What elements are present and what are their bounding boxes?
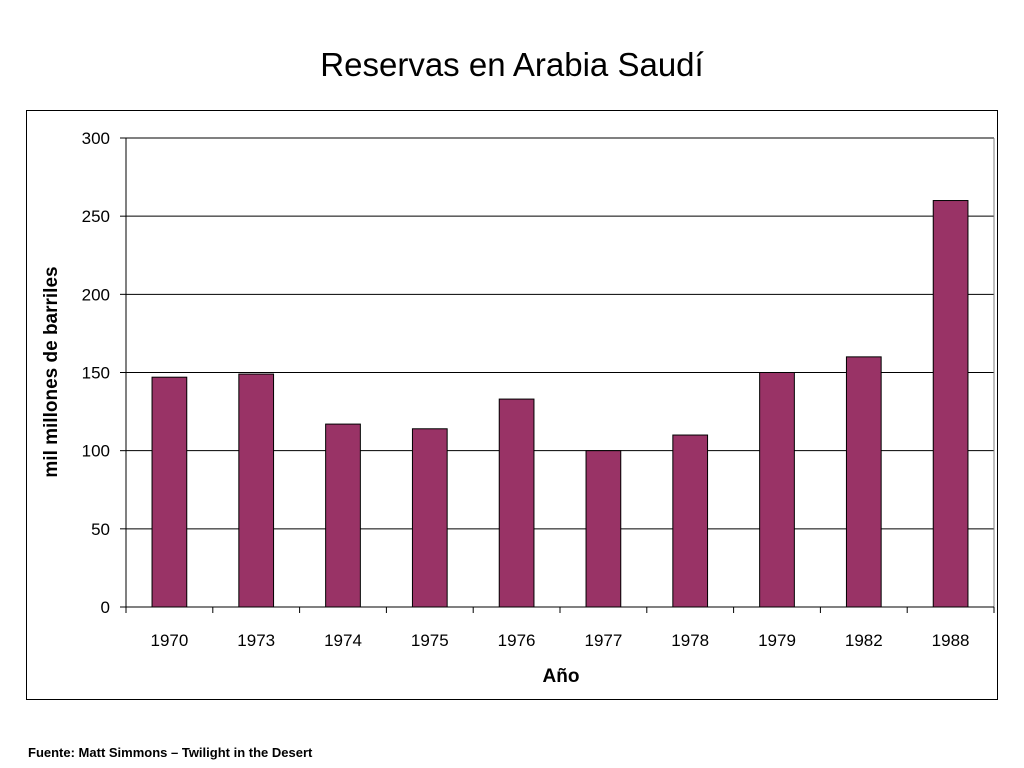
y-tick-label: 300 (82, 129, 110, 148)
source-note: Fuente: Matt Simmons – Twilight in the D… (28, 745, 313, 760)
bars (151, 200, 969, 608)
bar-1970 (151, 376, 188, 608)
y-axis-label: mil millones de barriles (41, 266, 62, 477)
chart-title: Reservas en Arabia Saudí (320, 46, 704, 83)
x-tick-label: 1977 (584, 631, 622, 650)
bar-1977 (585, 450, 622, 608)
x-tick-label: 1975 (411, 631, 449, 650)
x-tick-label: 1988 (932, 631, 970, 650)
bar-1978 (672, 434, 709, 608)
x-tick-label: 1978 (671, 631, 709, 650)
y-tick-label: 150 (82, 364, 110, 383)
bar-1975 (411, 428, 448, 608)
x-tick-label: 1979 (758, 631, 796, 650)
bar-1979 (759, 372, 795, 608)
x-tick-label: 1973 (237, 631, 275, 650)
x-tick-label: 1974 (324, 631, 362, 650)
y-tick-label: 50 (91, 520, 110, 539)
x-tick-label: 1976 (498, 631, 536, 650)
x-tick-label: 1982 (845, 631, 883, 650)
bar-1976 (498, 398, 535, 608)
y-tick-label: 250 (82, 207, 110, 226)
bar-1974 (325, 423, 361, 608)
bar-1973 (238, 373, 275, 608)
axes (120, 137, 995, 613)
y-tick-label: 0 (101, 598, 110, 617)
y-tick-label: 200 (82, 285, 110, 304)
y-tick-label: 100 (82, 442, 110, 461)
tick-labels: 0 50 100 150 200 250 300 1970 1973 1974 1975 1976 19… (82, 129, 970, 650)
x-tick-label: 1970 (150, 631, 188, 650)
bar-1982 (845, 356, 882, 608)
x-axis-label: Año (543, 666, 580, 687)
bar-1988 (932, 200, 969, 608)
chart-area-frame (26, 110, 998, 700)
